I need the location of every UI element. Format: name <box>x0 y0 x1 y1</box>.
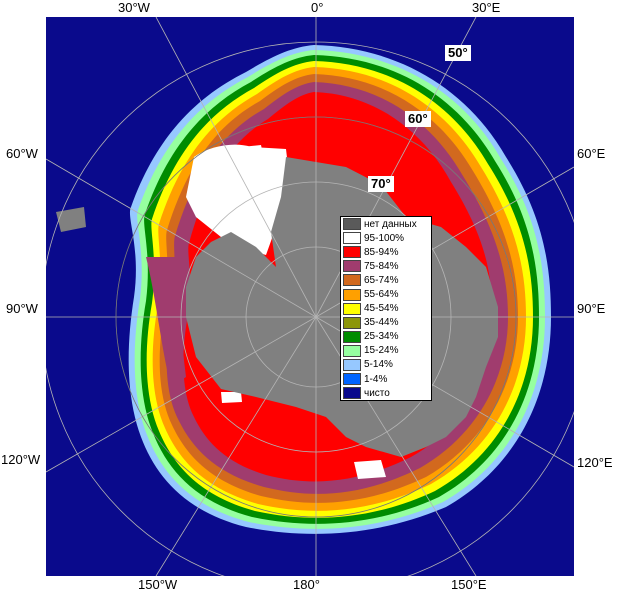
lon-label-30e: 30°E <box>472 0 501 15</box>
ice-95-100-small3 <box>221 392 242 403</box>
legend: нет данных 95-100% 85-94% 75-84% 65-74% 55-64… <box>340 216 432 402</box>
legend-item: 95-100% <box>341 231 431 245</box>
ice-95-100-small2 <box>354 460 386 479</box>
meridian-150w <box>155 316 317 576</box>
meridian-60w <box>46 158 317 318</box>
legend-label: 35-44% <box>364 317 399 329</box>
legend-label: нет данных <box>364 218 417 230</box>
legend-swatch <box>343 218 361 231</box>
lon-label-0: 0° <box>311 0 324 15</box>
legend-item: 1-4% <box>341 372 431 386</box>
sea-ice-map <box>46 17 574 576</box>
lon-label-120w: 120°W <box>1 452 41 467</box>
legend-label: 15-24% <box>364 345 399 357</box>
legend-swatch <box>343 387 361 400</box>
ice-95-100-small1 <box>241 145 264 161</box>
meridians-inner <box>115 116 517 518</box>
legend-swatch <box>343 344 361 357</box>
legend-swatch <box>343 274 361 287</box>
legend-swatch <box>343 246 361 259</box>
lat-circle-60-dark <box>115 116 517 518</box>
legend-item: 35-44% <box>341 316 431 330</box>
legend-label: 65-74% <box>364 274 399 286</box>
legend-item: 5-14% <box>341 358 431 372</box>
legend-swatch <box>343 316 361 329</box>
legend-item: 15-24% <box>341 344 431 358</box>
lon-label-150w: 150°W <box>138 577 178 592</box>
legend-swatch <box>343 232 361 245</box>
legend-swatch <box>343 373 361 386</box>
legend-swatch <box>343 288 361 301</box>
meridian-120w <box>46 316 317 473</box>
legend-item: 25-34% <box>341 330 431 344</box>
legend-item: 75-84% <box>341 259 431 273</box>
legend-label: 55-64% <box>364 289 399 301</box>
legend-item: 85-94% <box>341 245 431 259</box>
legend-label: 85-94% <box>364 246 399 258</box>
lon-label-180: 180° <box>293 577 320 592</box>
meridian-30w <box>155 17 317 318</box>
lat-label-70: 70° <box>368 176 394 192</box>
lon-label-90w: 90°W <box>6 301 38 316</box>
lon-label-120e: 120°E <box>577 455 613 470</box>
legend-item: нет данных <box>341 217 431 231</box>
legend-item: 55-64% <box>341 287 431 301</box>
lon-label-150e: 150°E <box>451 577 487 592</box>
legend-swatch <box>343 302 361 315</box>
lon-label-90e: 90°E <box>577 301 606 316</box>
lat-label-50: 50° <box>445 45 471 61</box>
legend-swatch <box>343 260 361 273</box>
legend-label: 45-54% <box>364 303 399 315</box>
lon-label-30w: 30°W <box>118 0 150 15</box>
legend-label: 95-100% <box>364 232 405 244</box>
legend-item: чисто <box>341 386 431 400</box>
legend-label: 1-4% <box>364 373 388 385</box>
legend-label: 25-34% <box>364 331 399 343</box>
legend-swatch <box>343 358 361 371</box>
lon-label-60e: 60°E <box>577 146 606 161</box>
legend-label: 75-84% <box>364 260 399 272</box>
legend-item: 45-54% <box>341 302 431 316</box>
legend-label: 5-14% <box>364 359 393 371</box>
ice-95-100-weddell <box>186 144 291 255</box>
land-scrap-west <box>56 207 86 232</box>
legend-label: чисто <box>364 387 390 399</box>
lat-label-60: 60° <box>405 111 431 127</box>
legend-swatch <box>343 330 361 343</box>
lon-label-60w: 60°W <box>6 146 38 161</box>
ice-band-75-84-inner-west <box>146 257 186 387</box>
legend-item: 65-74% <box>341 273 431 287</box>
